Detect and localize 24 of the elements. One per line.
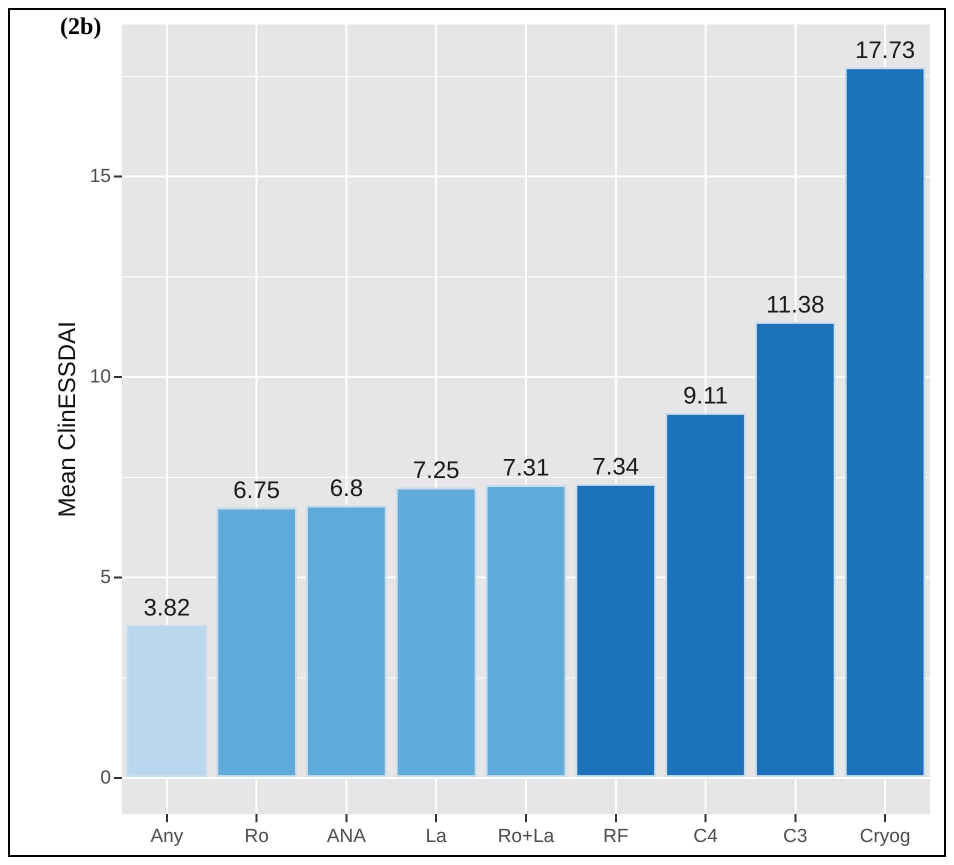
data-label: 3.82 [143, 594, 190, 622]
data-label: 7.25 [412, 457, 460, 484]
x-tick-label: ANA [326, 826, 366, 847]
data-label: 6.75 [233, 477, 280, 504]
data-label: 9.11 [683, 382, 728, 410]
y-tick-label: 10 [90, 366, 111, 388]
y-axis-title: Mean ClinESSDAI [54, 321, 82, 518]
x-tick-label: C3 [783, 826, 808, 847]
x-tick-label: Any [150, 826, 184, 847]
x-tick-label: Ro [244, 826, 269, 847]
data-label: 17.73 [855, 36, 916, 64]
data-label: 6.8 [330, 475, 364, 502]
data-label: 7.31 [502, 454, 550, 482]
data-label: 11.38 [766, 292, 824, 319]
x-tick-label: Cryog [860, 826, 910, 847]
y-tick-label: 15 [90, 166, 111, 187]
data-label: 7.34 [592, 453, 640, 480]
y-tick-label: 5 [100, 566, 111, 588]
x-tick-label: La [426, 826, 448, 847]
x-tick-label: C4 [693, 826, 718, 847]
chart-title: (2b) [60, 14, 102, 41]
x-tick-label: RF [603, 826, 628, 847]
y-tick-label: 0 [100, 767, 111, 788]
x-tick-label: Ro+La [498, 826, 555, 847]
